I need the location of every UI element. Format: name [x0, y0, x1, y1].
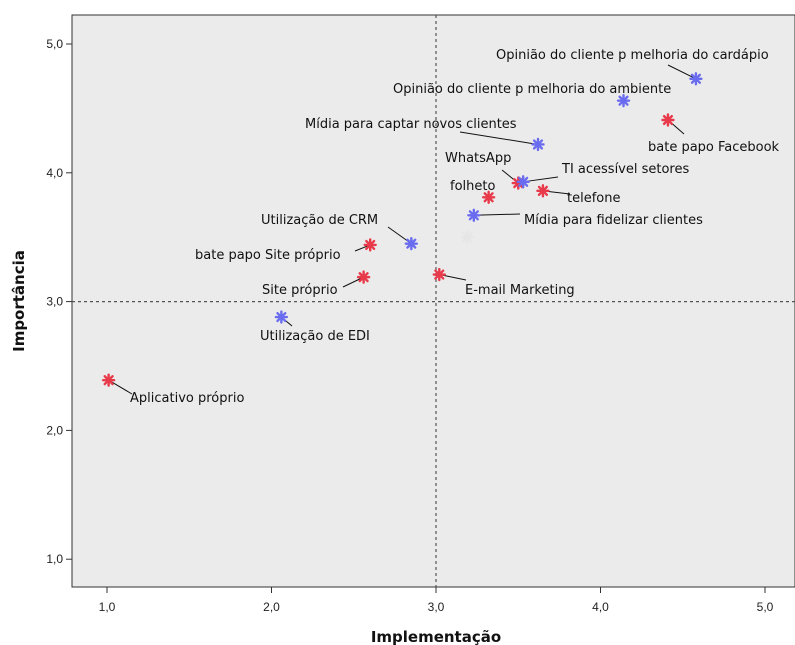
- scatter-point: [356, 270, 371, 284]
- point-label: TI acessível setores: [561, 162, 689, 177]
- point-label: telefone: [567, 191, 620, 206]
- scatter-point: [661, 113, 675, 127]
- x-tick-label: 3,0: [428, 600, 445, 614]
- y-axis: 1,0 2,0 3,0 4,0 5,0: [46, 37, 72, 566]
- scatter-point: [516, 175, 530, 189]
- leader-line: [473, 213, 521, 216]
- scatter-point: [363, 238, 377, 252]
- point-label: Aplicativo próprio: [130, 391, 244, 406]
- reference-lines: [72, 15, 795, 587]
- scatter-point: [460, 230, 474, 244]
- point-label: Utilização de CRM: [261, 213, 378, 228]
- y-tick-label: 5,0: [46, 37, 63, 51]
- leader-line: [667, 64, 697, 80]
- y-tick-label: 3,0: [46, 295, 63, 309]
- y-axis-title: Importância: [10, 250, 28, 352]
- scatter-point: [536, 184, 550, 198]
- scatter-point: [101, 373, 116, 387]
- point-label: bate papo Facebook: [648, 140, 780, 155]
- x-axis-title: Implementação: [371, 628, 501, 645]
- x-tick-label: 4,0: [592, 600, 609, 614]
- point-label: Mídia para captar novos clientes: [305, 117, 517, 132]
- x-tick-label: 1,0: [99, 600, 116, 614]
- scatter-point: [689, 72, 703, 86]
- scatter-point: [531, 137, 545, 152]
- x-tick-label: 5,0: [757, 600, 774, 614]
- scatter-point: [432, 267, 446, 282]
- point-label: Opinião do cliente p melhoria do ambient…: [393, 82, 671, 97]
- data-points: [101, 72, 703, 387]
- point-label: Mídia para fidelizar clientes: [524, 213, 703, 228]
- leader-line: [459, 131, 539, 145]
- point-label: bate papo Site próprio: [195, 248, 341, 263]
- scatter-point: [616, 93, 631, 108]
- y-tick-label: 1,0: [46, 552, 63, 566]
- point-label: Opinião do cliente p melhoria do cardápi…: [496, 48, 769, 63]
- point-label: WhatsApp: [445, 151, 511, 166]
- point-labels: Opinião do cliente p melhoria do cardápi…: [130, 48, 780, 406]
- x-tick-label: 2,0: [263, 600, 280, 614]
- point-label: Utilização de EDI: [260, 329, 370, 344]
- point-label: Site próprio: [262, 283, 338, 298]
- scatter-point: [467, 208, 481, 223]
- x-axis: 1,0 2,0 3,0 4,0 5,0: [99, 587, 774, 614]
- scatter-point: [481, 190, 496, 204]
- point-label: E-mail Marketing: [465, 283, 575, 298]
- scatter-point: [404, 236, 419, 251]
- scatter-point: [274, 310, 289, 324]
- leader-line: [342, 276, 364, 288]
- y-tick-label: 4,0: [46, 166, 63, 180]
- y-tick-label: 2,0: [46, 423, 63, 437]
- point-label: folheto: [450, 179, 495, 194]
